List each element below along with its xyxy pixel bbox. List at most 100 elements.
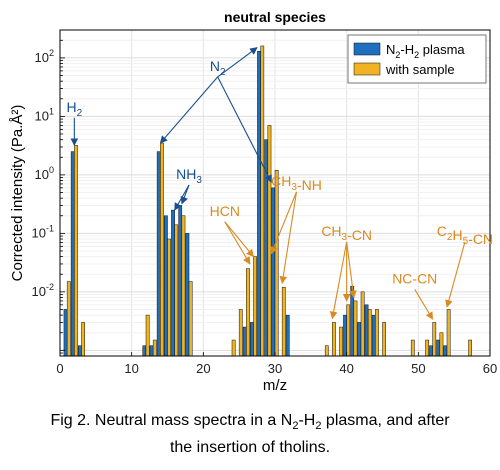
- bar-plasma: [285, 314, 290, 357]
- bar-plasma: [343, 314, 347, 357]
- bar-sample: [167, 238, 171, 357]
- annotation-arrow: [224, 221, 251, 265]
- bar-sample: [439, 332, 444, 357]
- x-tick-label: 30: [268, 361, 282, 376]
- annotation-arrow: [445, 241, 466, 308]
- bar-sample: [152, 339, 157, 357]
- bar-plasma: [142, 345, 147, 357]
- caption-line-2: the insertion of tholins.: [169, 439, 331, 457]
- x-tick-label: 20: [196, 361, 210, 376]
- bar-plasma: [429, 345, 433, 357]
- x-axis-label: m/z: [263, 377, 287, 394]
- y-tick-label: 10-1: [32, 223, 54, 240]
- annotation-arrow: [159, 76, 219, 144]
- bar-sample: [267, 125, 272, 357]
- bar-sample: [181, 215, 186, 357]
- bar-plasma: [171, 209, 175, 357]
- bar-sample: [260, 45, 265, 357]
- bar-sample: [339, 326, 343, 357]
- legend: N2-H2 plasma with sample: [347, 34, 487, 84]
- bar-plasma: [63, 309, 68, 357]
- annotation-label: H2: [66, 99, 82, 119]
- bar-plasma: [70, 151, 75, 357]
- annotation-label: CH3-CN: [321, 223, 372, 243]
- annotation-label: NH3: [176, 166, 202, 186]
- bar-sample: [238, 309, 243, 357]
- bar-plasma: [371, 314, 376, 357]
- annotation-arrow: [329, 241, 348, 320]
- bar-sample: [332, 322, 336, 357]
- bar-sample: [425, 339, 429, 357]
- annotation-label: HCN: [210, 203, 240, 219]
- annotation-label: NC-CN: [392, 270, 437, 286]
- bar-sample: [188, 281, 193, 357]
- annotation-arrow: [217, 47, 258, 78]
- x-tick-label: 10: [124, 361, 138, 376]
- bar-sample: [360, 291, 365, 357]
- y-axis: 10-2 10-1 100 101 102: [32, 29, 65, 357]
- bar-sample: [346, 304, 351, 357]
- legend-swatch: [353, 62, 381, 76]
- bar-sample: [81, 322, 85, 357]
- chart: neutral species 0 10 20 30 40 50 60 10-210-110…: [9, 9, 497, 394]
- x-tick-label: 40: [339, 361, 353, 376]
- annotation-arrow: [414, 289, 434, 320]
- chart-title: neutral species: [224, 9, 326, 25]
- y-tick-label: 101: [35, 106, 54, 123]
- legend-label: N2-H2 plasma: [386, 42, 465, 60]
- bar-plasma: [364, 304, 369, 357]
- caption-line-1: Fig 2. Neutral mass spectra in a N2-H2 p…: [50, 412, 450, 433]
- y-tick-label: 100: [35, 165, 54, 182]
- bar-plasma: [156, 151, 161, 357]
- annotation-label: CH3-NH: [271, 173, 322, 193]
- bar-sample: [324, 345, 329, 357]
- bar-plasma: [271, 187, 276, 357]
- y-tick-label: 10-2: [32, 282, 54, 299]
- bar-sample: [410, 339, 415, 357]
- bar-sample: [231, 339, 236, 357]
- bar-plasma: [250, 322, 254, 357]
- y-axis-label: Corrected intensity (Pa.Å²): [9, 105, 26, 282]
- bar-sample: [367, 309, 372, 357]
- bar-sample: [446, 309, 451, 357]
- annotation-arrow: [279, 191, 298, 285]
- legend-swatch: [353, 42, 381, 56]
- bar-sample: [253, 256, 257, 357]
- bar-sample: [281, 286, 286, 357]
- legend-label: with sample: [385, 62, 455, 77]
- bar-sample: [468, 339, 472, 357]
- bar-plasma: [436, 339, 441, 357]
- figure-caption: Fig 2. Neutral mass spectra in a N2-H2 p…: [0, 410, 500, 459]
- annotation-label: C2H5-CN: [437, 223, 493, 247]
- bar-plasma: [242, 326, 247, 357]
- bar-sample: [66, 281, 71, 357]
- annotation-arrow: [180, 184, 190, 205]
- bar-plasma: [78, 345, 82, 357]
- annotation-arrow: [217, 76, 272, 183]
- bar-plasma: [185, 233, 190, 357]
- bar-sample: [353, 300, 358, 357]
- x-tick-label: 60: [483, 361, 497, 376]
- bar-plasma: [443, 345, 448, 357]
- annotation-arrow: [346, 241, 357, 299]
- annotation-arrow: [270, 191, 298, 255]
- bar-sample: [274, 169, 279, 357]
- annotation-arrow: [224, 221, 254, 258]
- y-tick-label: 102: [35, 48, 54, 65]
- bar-plasma: [164, 215, 168, 357]
- bar-sample: [74, 145, 78, 357]
- bar-plasma: [257, 50, 261, 357]
- bar-sample: [382, 322, 386, 357]
- bar-plasma: [149, 345, 154, 357]
- x-tick-label: 0: [56, 361, 63, 376]
- bar-sample: [246, 268, 250, 357]
- x-tick-label: 50: [411, 361, 425, 376]
- bar-plasma: [178, 205, 183, 357]
- bar-sample: [174, 224, 179, 357]
- x-axis: 0 10 20 30 40 50 60: [56, 352, 497, 376]
- bar-sample: [145, 314, 150, 357]
- bar-plasma: [357, 322, 362, 357]
- bar-sample: [375, 309, 379, 357]
- bar-sample: [160, 142, 164, 357]
